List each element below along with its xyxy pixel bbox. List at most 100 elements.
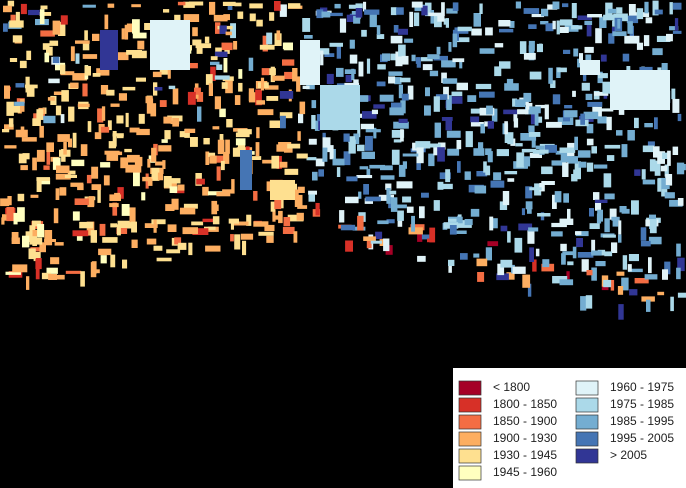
building bbox=[644, 123, 653, 128]
building bbox=[648, 257, 652, 274]
building bbox=[417, 255, 426, 262]
building bbox=[46, 142, 54, 152]
building bbox=[430, 10, 434, 24]
building bbox=[586, 123, 594, 134]
building bbox=[74, 198, 90, 205]
building bbox=[556, 20, 560, 35]
building bbox=[473, 253, 480, 258]
building bbox=[429, 70, 439, 77]
building bbox=[209, 1, 216, 15]
building bbox=[539, 183, 545, 192]
building bbox=[542, 259, 550, 268]
building bbox=[386, 219, 395, 224]
building bbox=[496, 149, 509, 157]
building bbox=[443, 86, 449, 100]
building bbox=[503, 109, 518, 115]
building bbox=[616, 130, 623, 136]
building bbox=[230, 23, 236, 39]
building bbox=[670, 296, 674, 312]
building bbox=[427, 54, 440, 59]
building bbox=[467, 95, 477, 102]
building bbox=[108, 141, 116, 149]
building bbox=[365, 135, 373, 151]
building bbox=[253, 191, 258, 201]
building bbox=[44, 52, 50, 63]
building bbox=[512, 266, 526, 274]
building bbox=[44, 239, 56, 242]
building bbox=[55, 105, 62, 116]
building bbox=[266, 235, 274, 243]
building bbox=[389, 190, 397, 195]
building bbox=[652, 0, 659, 16]
building bbox=[20, 165, 28, 171]
building bbox=[541, 181, 555, 185]
building bbox=[131, 221, 137, 233]
building bbox=[428, 143, 441, 148]
building bbox=[53, 91, 62, 95]
building bbox=[664, 192, 675, 199]
building bbox=[233, 221, 249, 226]
building bbox=[563, 49, 571, 54]
building bbox=[258, 231, 274, 236]
building bbox=[174, 14, 181, 24]
building bbox=[219, 25, 227, 34]
building bbox=[162, 160, 166, 169]
building bbox=[619, 206, 627, 213]
building bbox=[397, 210, 404, 221]
building bbox=[259, 44, 275, 50]
building bbox=[376, 25, 381, 36]
building bbox=[324, 53, 335, 57]
building bbox=[610, 280, 615, 291]
building bbox=[104, 14, 109, 30]
building bbox=[521, 148, 537, 153]
building bbox=[166, 249, 181, 254]
building bbox=[562, 251, 576, 256]
building bbox=[53, 208, 59, 224]
building bbox=[452, 2, 459, 12]
building bbox=[646, 299, 651, 312]
building bbox=[560, 154, 573, 163]
building bbox=[628, 254, 639, 262]
building bbox=[20, 3, 27, 15]
building bbox=[67, 170, 76, 175]
building bbox=[348, 139, 356, 154]
building bbox=[500, 225, 508, 232]
building bbox=[283, 42, 293, 51]
building bbox=[215, 47, 222, 54]
building bbox=[677, 113, 682, 122]
building bbox=[121, 28, 125, 40]
building bbox=[611, 242, 618, 253]
building bbox=[662, 152, 670, 159]
building bbox=[39, 242, 46, 253]
building bbox=[92, 33, 100, 41]
building bbox=[518, 223, 533, 231]
legend-label: 1930 - 1945 bbox=[493, 448, 557, 462]
building bbox=[413, 12, 420, 27]
building bbox=[574, 136, 578, 151]
building bbox=[523, 53, 536, 60]
building bbox=[669, 199, 683, 207]
building bbox=[631, 200, 639, 215]
building bbox=[197, 106, 202, 122]
building bbox=[437, 181, 444, 190]
building bbox=[470, 116, 480, 123]
building bbox=[353, 79, 359, 86]
building bbox=[448, 218, 457, 222]
building bbox=[388, 71, 403, 76]
building bbox=[478, 142, 484, 151]
building bbox=[564, 110, 578, 118]
building bbox=[597, 116, 607, 124]
building bbox=[617, 18, 621, 29]
building bbox=[46, 151, 51, 165]
building bbox=[82, 4, 96, 8]
building bbox=[240, 150, 252, 190]
building bbox=[3, 23, 8, 32]
building bbox=[357, 144, 365, 152]
legend-label: 1900 - 1930 bbox=[493, 431, 557, 445]
building bbox=[595, 28, 602, 44]
building bbox=[584, 20, 593, 25]
building bbox=[392, 204, 407, 209]
building bbox=[336, 44, 341, 59]
building bbox=[587, 14, 602, 18]
building bbox=[521, 208, 525, 216]
